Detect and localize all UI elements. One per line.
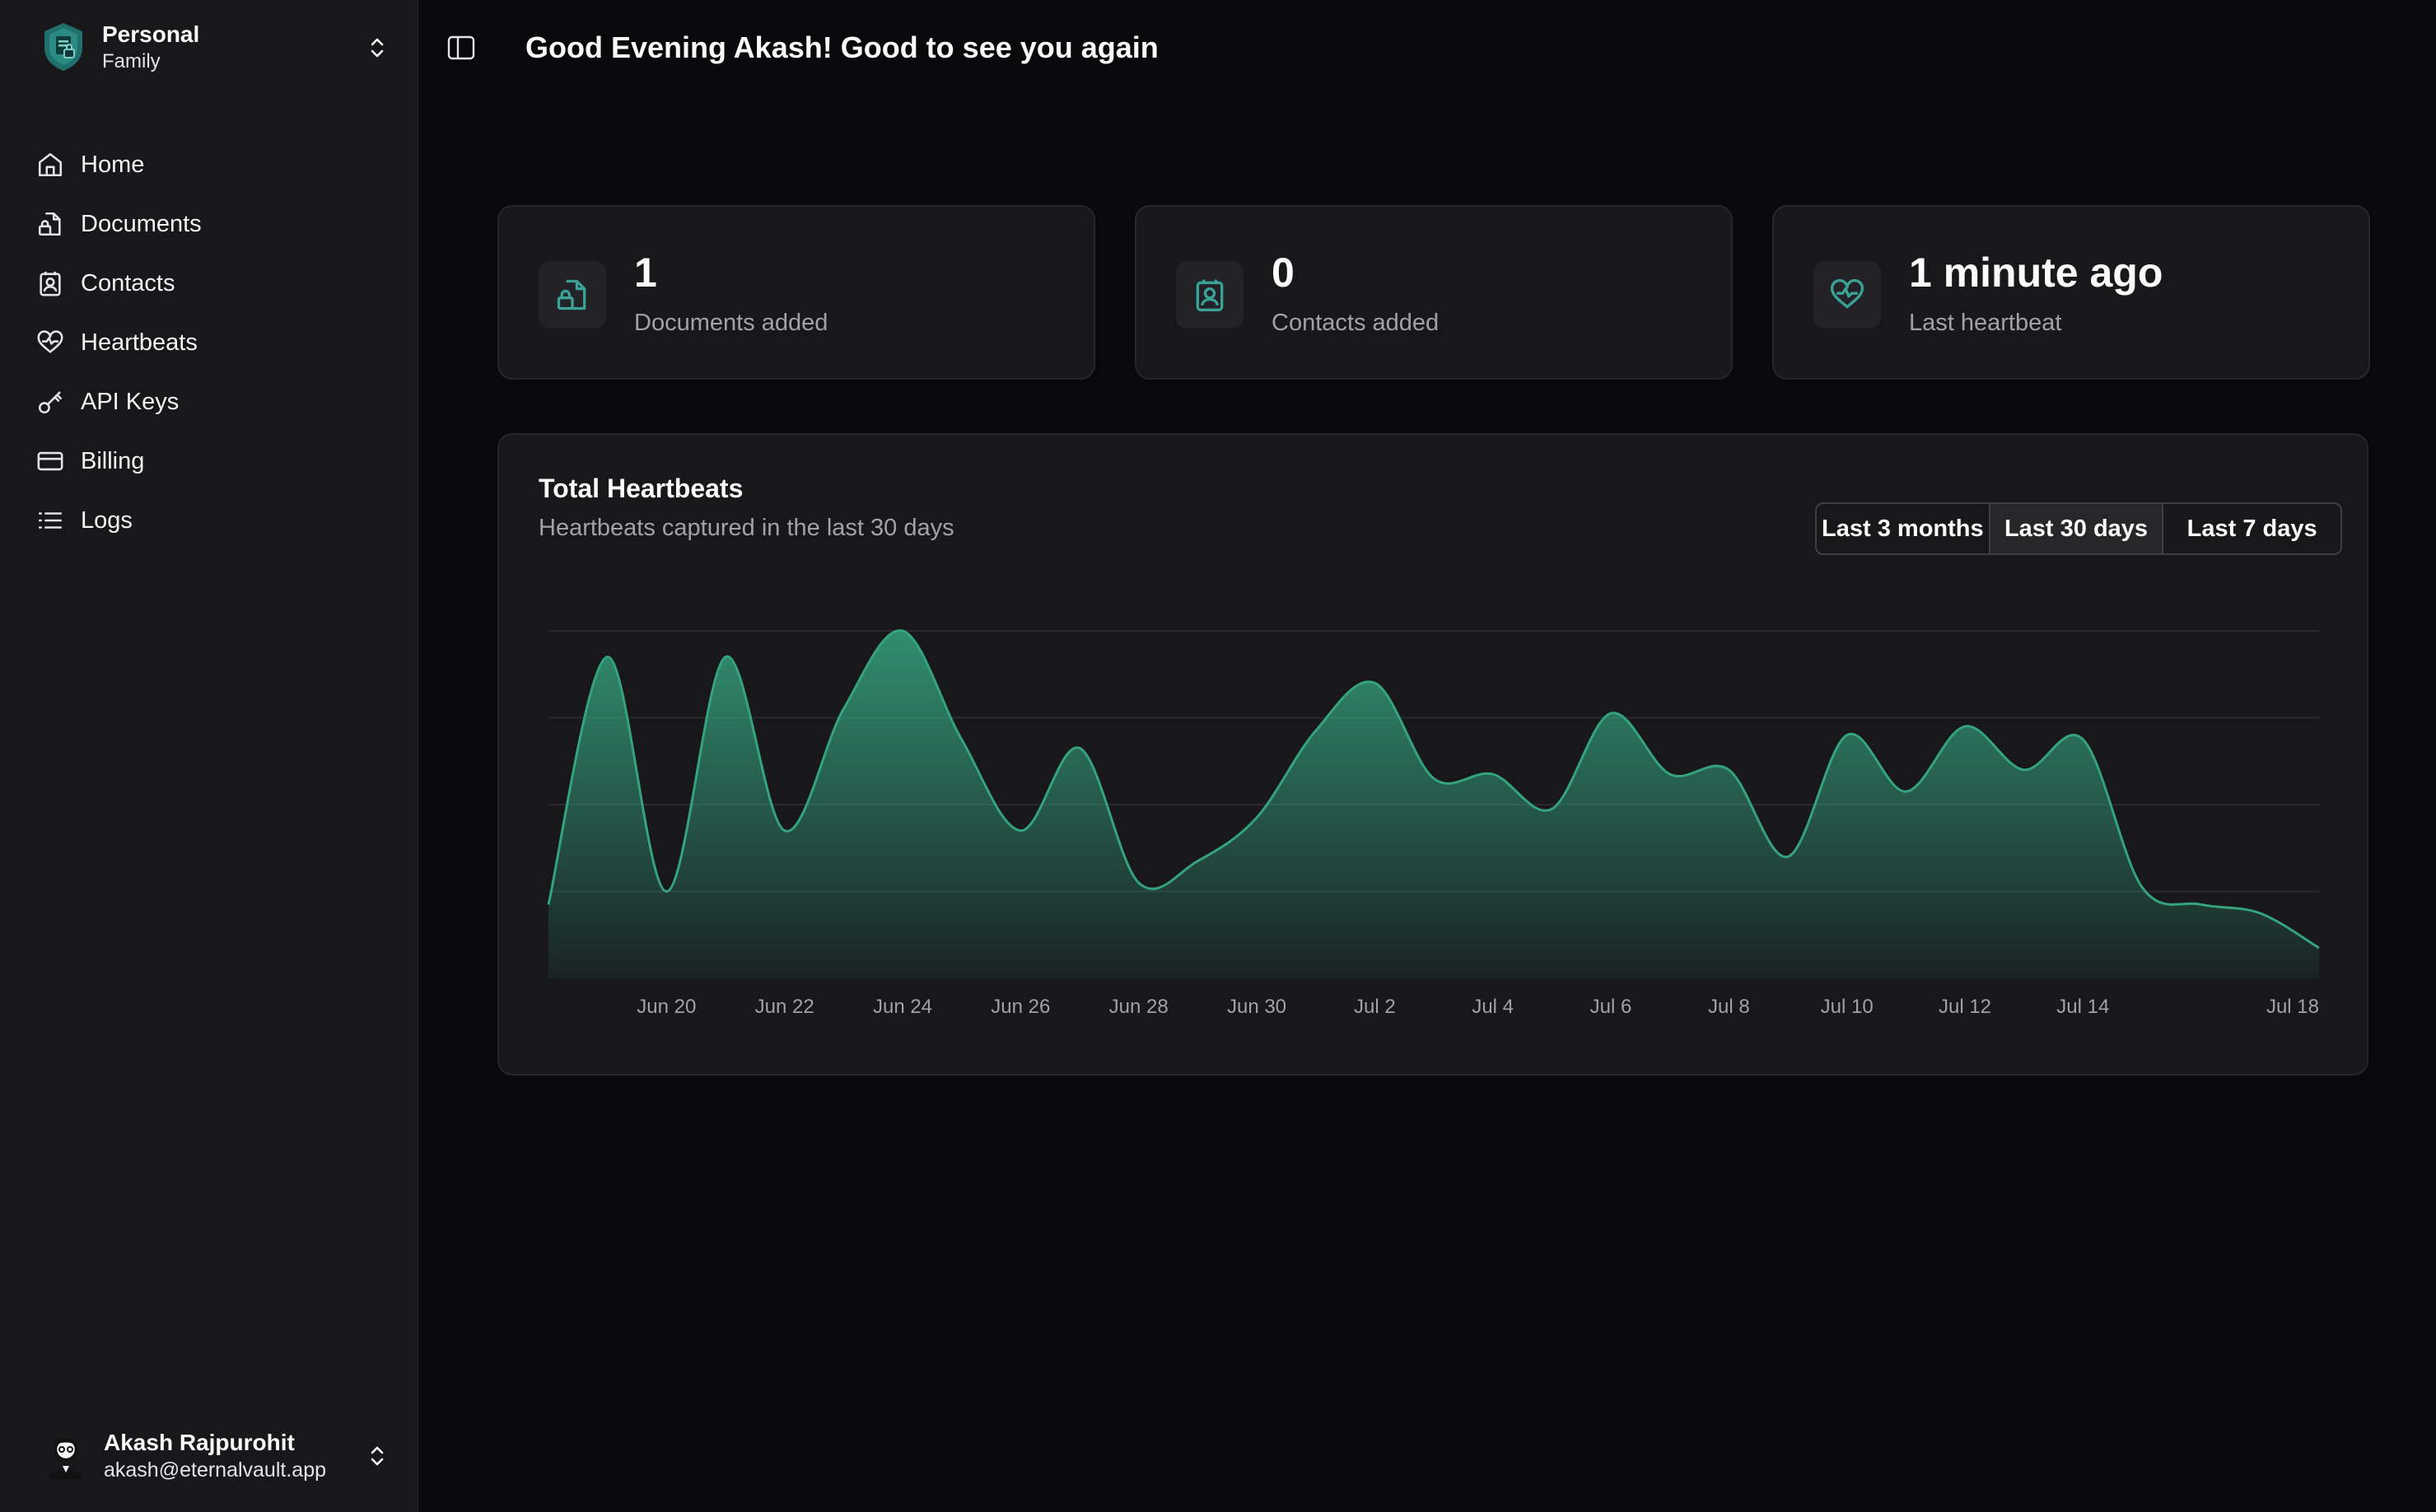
stat-card-heartbeat: 1 minute ago Last heartbeat [1772, 205, 2370, 380]
sidebar: Personal Family Home Documents Contacts [0, 0, 418, 1512]
x-tick-label: Jun 28 [1109, 996, 1169, 1018]
sidebar-item-label: Home [81, 151, 145, 178]
stat-card-contacts: 0 Contacts added [1135, 205, 1733, 380]
x-tick-label: Jun 26 [991, 996, 1050, 1018]
x-tick-label: Jul 12 [1939, 996, 1991, 1018]
time-range-selector: Last 3 months Last 30 days Last 7 days [1815, 502, 2342, 555]
heartbeats-chart-card: Jun 20 Jun 22 Jun 24 Jun 26 Jun 28 Jun 30 Jul … [497, 433, 2368, 1076]
credit-card-icon [37, 451, 63, 471]
chevron-up-down-icon [371, 38, 384, 58]
heart-pulse-icon [1831, 278, 1864, 309]
user-menu[interactable]: Akash Rajpurohit akash@eternalvault.app [30, 1425, 389, 1487]
x-tick-label: Jun 24 [873, 996, 932, 1018]
sidebar-item-label: Contacts [81, 269, 175, 296]
avatar [49, 1438, 82, 1479]
x-tick-label: Jul 18 [2266, 996, 2319, 1018]
document-lock-icon [557, 279, 586, 310]
stat-label: Last heartbeat [1909, 310, 2062, 336]
range-last-3-months-button[interactable]: Last 3 months [1817, 504, 1990, 553]
sidebar-item-label: Heartbeats [81, 329, 198, 356]
stat-icon-box [1813, 261, 1881, 329]
sidebar-item-api-keys[interactable]: API Keys [30, 372, 389, 432]
x-tick-label: Jun 22 [755, 996, 814, 1018]
page-title: Good Evening Akash! Good to see you agai… [525, 30, 1159, 64]
range-last-7-days-button[interactable]: Last 7 days [2163, 504, 2340, 553]
stat-icon-box [1176, 261, 1244, 329]
document-lock-icon [38, 212, 61, 236]
sidebar-nav: Home Documents Contacts Heartbeats API K… [30, 135, 389, 550]
sidebar-item-home[interactable]: Home [30, 135, 389, 194]
chart-title: Total Heartbeats [539, 474, 744, 503]
stat-label: Contacts added [1272, 310, 1440, 336]
range-last-30-days-button[interactable]: Last 30 days [1990, 504, 2164, 553]
heartbeats-area-chart: Jun 20 Jun 22 Jun 24 Jun 26 Jun 28 Jun 30 Jul … [547, 629, 2320, 1018]
contact-icon [40, 271, 61, 296]
chevron-up-down-icon [371, 1446, 384, 1466]
heartbeats-series-line [547, 629, 2320, 950]
x-tick-label: Jul 14 [2056, 996, 2109, 1018]
sidebar-item-label: API Keys [81, 388, 180, 415]
chart-subtitle: Heartbeats captured in the last 30 days [539, 515, 954, 541]
sidebar-item-contacts[interactable]: Contacts [30, 254, 389, 313]
sidebar-item-label: Logs [81, 506, 133, 534]
x-tick-label: Jul 2 [1354, 996, 1396, 1018]
stat-value: 0 [1272, 250, 1295, 296]
sidebar-toggle-icon[interactable] [446, 35, 476, 61]
sidebar-item-logs[interactable]: Logs [30, 491, 389, 550]
stat-value: 1 minute ago [1909, 250, 2163, 296]
home-icon [38, 152, 63, 177]
x-tick-label: Jul 10 [1821, 996, 1874, 1018]
sidebar-item-heartbeats[interactable]: Heartbeats [30, 313, 389, 372]
stat-icon-box [539, 261, 606, 329]
x-tick-label: Jun 30 [1227, 996, 1286, 1018]
heartbeats-series-area [548, 630, 2319, 978]
stat-card-documents: 1 Documents added [497, 205, 1095, 380]
x-tick-label: Jul 6 [1590, 996, 1632, 1018]
stat-label: Documents added [634, 310, 828, 336]
stat-value: 1 [634, 250, 657, 296]
sidebar-item-label: Billing [81, 447, 145, 474]
key-icon [38, 391, 63, 414]
workspace-subtitle: Family [102, 50, 161, 72]
sidebar-item-documents[interactable]: Documents [30, 194, 389, 254]
x-tick-label: Jul 8 [1708, 996, 1750, 1018]
user-name: Akash Rajpurohit [104, 1430, 295, 1455]
user-email: akash@eternalvault.app [104, 1458, 326, 1482]
sidebar-item-billing[interactable]: Billing [30, 432, 389, 491]
contact-icon [1196, 279, 1224, 311]
sidebar-item-label: Documents [81, 210, 202, 237]
heart-pulse-icon [37, 330, 63, 353]
workspace-switcher[interactable]: Personal Family [30, 18, 389, 76]
workspace-name: Personal [102, 21, 200, 47]
x-tick-label: Jun 20 [637, 996, 696, 1018]
list-icon [38, 512, 63, 529]
x-tick-label: Jul 4 [1472, 996, 1514, 1018]
vault-shield-logo-icon [44, 23, 82, 71]
